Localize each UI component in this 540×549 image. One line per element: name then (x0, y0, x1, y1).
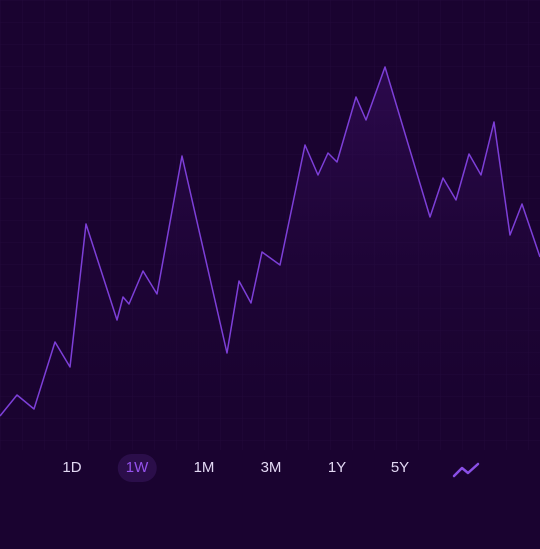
period-button[interactable]: 1M (193, 459, 215, 476)
period-button[interactable]: 1W (117, 454, 157, 482)
period-selector: 1D 1W 1M 3M 1Y 5Y (0, 454, 540, 484)
period-button[interactable]: 1Y (327, 459, 347, 476)
line (0, 66, 540, 417)
chart (0, 0, 540, 450)
period-button[interactable]: 1D (62, 459, 82, 476)
chart-type-icon[interactable] (450, 458, 482, 480)
period-button[interactable]: 5Y (390, 459, 410, 476)
period-button[interactable]: 3M (260, 459, 282, 476)
